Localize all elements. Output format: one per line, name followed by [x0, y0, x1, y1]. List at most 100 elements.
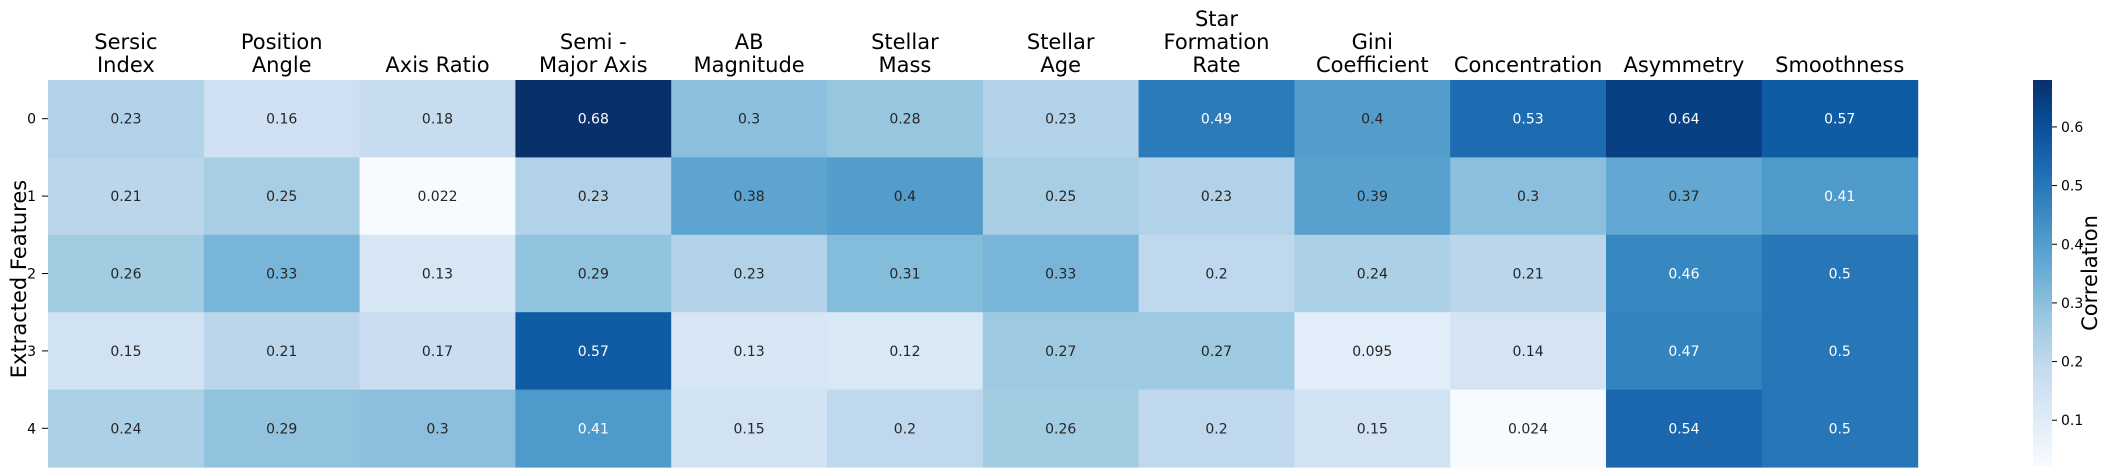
cell-value-label: 0.41 — [1824, 189, 1855, 205]
column-header: Asymmetry — [1623, 53, 1744, 77]
cell-value-label: 0.15 — [1357, 421, 1388, 437]
column-header: Axis Ratio — [385, 53, 489, 77]
column-header: Stellar Age — [1027, 30, 1095, 77]
column-headers: Sersic Index Position Angle Axis Ratio Semi -… — [94, 7, 1904, 77]
cell-value-label: 0.25 — [1045, 189, 1076, 205]
cell-value-label: 0.21 — [1513, 267, 1544, 283]
heatmap-cell — [1294, 80, 1451, 158]
heatmap-cell — [827, 312, 984, 391]
heatmap-cell — [1761, 157, 1919, 236]
heatmap-cell — [1138, 80, 1295, 158]
cell-value-label: 0.13 — [734, 344, 765, 360]
cell-value-label: 0.024 — [1508, 421, 1548, 437]
cell-value-label: 0.68 — [578, 112, 609, 128]
heatmap-cell — [515, 157, 672, 236]
heatmap-cell — [1138, 389, 1295, 468]
colorbar-tick-label: 0.1 — [2061, 413, 2083, 429]
column-header: Concentration — [1454, 53, 1603, 77]
cell-value-label: 0.24 — [1357, 267, 1388, 283]
cell-value-label: 0.39 — [1357, 189, 1388, 205]
cell-value-label: 0.16 — [266, 112, 297, 128]
row-tick-label: 0 — [27, 112, 36, 128]
cell-value-label: 0.3 — [738, 112, 760, 128]
heatmap-cell — [359, 234, 516, 313]
heatmap-cell — [1606, 389, 1763, 468]
cell-value-label: 0.23 — [578, 189, 609, 205]
heatmap-cell — [1450, 389, 1607, 468]
cell-value-label: 0.2 — [1205, 421, 1227, 437]
cell-value-label: 0.57 — [578, 344, 609, 360]
heatmap-cell — [203, 234, 361, 313]
colorbar-tick-label: 0.3 — [2061, 296, 2083, 312]
heatmap-cell — [48, 389, 205, 468]
column-header: Sersic Index — [94, 30, 157, 77]
cell-value-label: 0.095 — [1352, 344, 1392, 360]
cell-value-label: 0.14 — [1513, 344, 1544, 360]
cell-value-label: 0.21 — [110, 189, 141, 205]
colorbar: 0.1 0.2 0.3 0.4 0.5 0.6 — [2033, 80, 2083, 466]
heatmap-cell — [1761, 80, 1919, 158]
heatmap-cell — [359, 312, 516, 391]
heatmap-cell — [359, 80, 516, 158]
cell-value-label: 0.29 — [266, 421, 297, 437]
heatmap-cell — [1138, 312, 1295, 391]
row-tick-labels: 0 1 2 3 4 — [27, 112, 48, 437]
heatmap-cell — [982, 80, 1140, 158]
heatmap-cell — [1606, 80, 1763, 158]
heatmap-cell — [671, 312, 828, 391]
y-axis-label: Extracted Features — [7, 180, 31, 378]
cell-value-label: 0.2 — [894, 421, 916, 437]
heatmap-cell — [671, 389, 828, 468]
heatmap-cell — [1606, 234, 1763, 313]
heatmap-cell — [203, 389, 361, 468]
row-tick-label: 3 — [27, 344, 36, 360]
cell-value-label: 0.26 — [1045, 421, 1076, 437]
heatmap-cell — [671, 80, 828, 158]
cell-value-label: 0.5 — [1829, 267, 1851, 283]
cell-value-label: 0.022 — [417, 189, 457, 205]
heatmap-cell — [982, 389, 1140, 468]
cell-value-label: 0.4 — [1361, 112, 1383, 128]
row-tick-label: 1 — [27, 189, 36, 205]
cell-value-label: 0.15 — [110, 344, 141, 360]
heatmap-cell — [671, 234, 828, 313]
column-header: Stellar Mass — [871, 30, 939, 77]
cell-value-label: 0.64 — [1668, 112, 1699, 128]
colorbar-label: Correlation — [2078, 215, 2102, 331]
cell-value-label: 0.25 — [266, 189, 297, 205]
cell-value-label: 0.37 — [1668, 189, 1699, 205]
row-tick-label: 4 — [27, 421, 36, 437]
cell-value-label: 0.12 — [889, 344, 920, 360]
cell-value-label: 0.53 — [1513, 112, 1544, 128]
heatmap-cell — [1450, 312, 1607, 391]
cell-value-label: 0.23 — [734, 267, 765, 283]
column-header: Star Formation Rate — [1164, 7, 1270, 77]
heatmap-cell — [1294, 157, 1451, 236]
heatmap-cell — [982, 157, 1140, 236]
heatmap-cell — [1138, 157, 1295, 236]
heatmap-cell — [48, 157, 205, 236]
cell-value-label: 0.24 — [110, 421, 141, 437]
cell-value-label: 0.27 — [1201, 344, 1232, 360]
cell-value-label: 0.23 — [1201, 189, 1232, 205]
cell-value-label: 0.2 — [1205, 267, 1227, 283]
cell-value-label: 0.41 — [578, 421, 609, 437]
heatmap-cells: 0.23 0.16 0.18 0.68 0.3 0.28 0.23 0.49 0.4 0.53 0.… — [48, 80, 1919, 468]
cell-value-label: 0.17 — [422, 344, 453, 360]
cell-value-label: 0.28 — [889, 112, 920, 128]
heatmap-cell — [1138, 234, 1295, 313]
heatmap-cell — [48, 80, 205, 158]
heatmap-cell — [48, 234, 205, 313]
colorbar-tick-label: 0.4 — [2061, 237, 2083, 253]
heatmap-cell — [48, 312, 205, 391]
heatmap-cell — [359, 389, 516, 468]
cell-value-label: 0.13 — [422, 267, 453, 283]
cell-value-label: 0.23 — [110, 112, 141, 128]
cell-value-label: 0.5 — [1829, 344, 1851, 360]
colorbar-gradient — [2033, 80, 2052, 466]
heatmap-cell — [1450, 234, 1607, 313]
cell-value-label: 0.38 — [734, 189, 765, 205]
cell-value-label: 0.29 — [578, 267, 609, 283]
cell-value-label: 0.33 — [266, 267, 297, 283]
cell-value-label: 0.5 — [1829, 421, 1851, 437]
